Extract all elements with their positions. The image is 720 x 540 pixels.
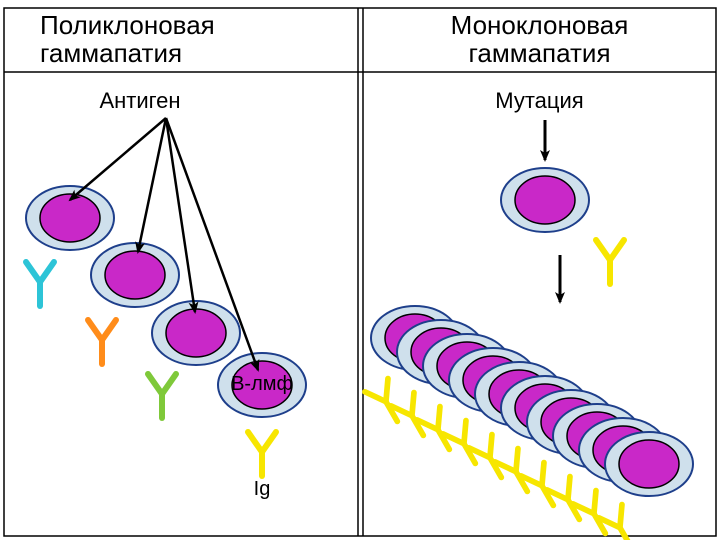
cell-label: В-лмф — [231, 373, 293, 395]
right-header-1: Моноклоновая — [451, 10, 629, 40]
poly-antibody-3 — [248, 432, 276, 476]
right-header-2: гаммапатия — [468, 38, 610, 68]
left-header-1: Поликлоновая — [40, 10, 215, 40]
mono-origin-antibody — [596, 240, 624, 284]
right-subheader: Мутация — [495, 88, 583, 113]
right-panel — [365, 168, 693, 540]
poly-antibody-0 — [26, 262, 54, 306]
poly-cell-0 — [26, 186, 114, 250]
left-panel: В-лмф Ig — [26, 186, 306, 500]
ig-label: Ig — [254, 478, 271, 500]
poly-antibody-1 — [88, 320, 116, 364]
clone-cell-9 — [605, 432, 693, 496]
left-subheader: Антиген — [99, 88, 180, 113]
left-header-2: гаммапатия — [40, 38, 182, 68]
mono-origin-cell — [501, 168, 589, 232]
clone-antibody-0 — [365, 379, 409, 428]
poly-cell-1 — [91, 243, 179, 307]
poly-antibody-2 — [148, 374, 176, 418]
